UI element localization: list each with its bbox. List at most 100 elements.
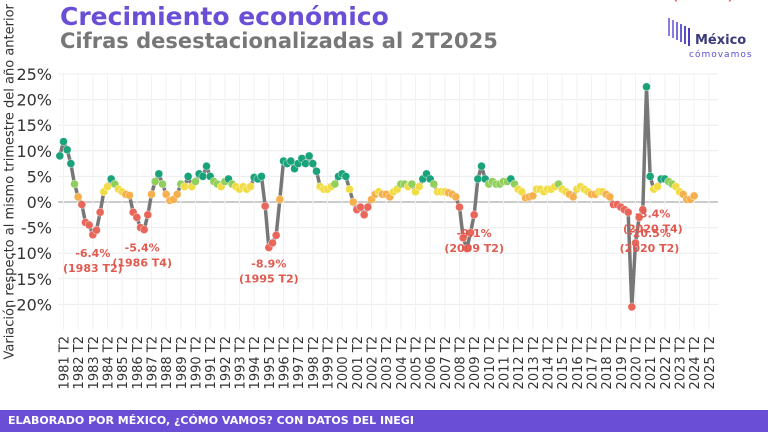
data-point bbox=[198, 172, 208, 181]
data-point bbox=[246, 182, 255, 191]
data-point bbox=[158, 179, 167, 189]
x-tick-label: 2008 T2 bbox=[454, 336, 469, 389]
x-tick-label: 2002 T2 bbox=[366, 336, 381, 389]
data-point bbox=[103, 182, 112, 191]
y-tick-label: -5% bbox=[21, 219, 52, 238]
data-point bbox=[132, 213, 142, 222]
data-point bbox=[275, 195, 285, 204]
x-tick-label: 1981 T2 bbox=[58, 336, 73, 389]
x-tick-label: 2007 T2 bbox=[439, 336, 454, 389]
y-tick-label: 10% bbox=[16, 142, 52, 161]
data-point bbox=[268, 238, 277, 248]
data-point bbox=[466, 228, 475, 237]
footer-bar: ELABORADO POR MÉXICO, ¿CÓMO VAMOS? CON D… bbox=[0, 410, 768, 432]
data-point bbox=[77, 200, 87, 209]
data-point bbox=[143, 210, 153, 220]
x-tick-label: 1995 T2 bbox=[263, 336, 278, 389]
y-tick-label: 15% bbox=[16, 116, 52, 135]
x-tick-label: 1997 T2 bbox=[292, 336, 307, 389]
x-tick-label: 2022 T2 bbox=[659, 336, 674, 389]
x-tick-label: 1985 T2 bbox=[116, 336, 131, 389]
annotation-period: (1995 T2) bbox=[239, 273, 299, 286]
x-tick-label: 1986 T2 bbox=[131, 336, 146, 389]
x-tick-label: 1999 T2 bbox=[322, 336, 337, 389]
data-point bbox=[92, 225, 101, 235]
x-tick-label: 2010 T2 bbox=[483, 336, 498, 389]
data-point bbox=[312, 167, 321, 176]
x-tick-label: 1993 T2 bbox=[234, 336, 249, 389]
x-tick-label: 2006 T2 bbox=[424, 336, 439, 389]
page-title: Crecimiento económico bbox=[60, 2, 389, 31]
x-tick-label: 2005 T2 bbox=[410, 336, 425, 389]
data-point bbox=[62, 145, 72, 154]
x-tick-label: 1982 T2 bbox=[72, 336, 87, 389]
logo-bars-icon bbox=[668, 18, 690, 46]
x-tick-label: 2018 T2 bbox=[600, 336, 615, 389]
data-point bbox=[407, 179, 417, 189]
x-tick-label: 1989 T2 bbox=[175, 336, 190, 389]
y-tick-label: 25% bbox=[16, 65, 52, 84]
data-point bbox=[150, 177, 160, 186]
data-point bbox=[66, 159, 76, 168]
data-point bbox=[191, 177, 200, 186]
annotation-period: (2025 T2) bbox=[673, 0, 733, 3]
x-tick-label: 1994 T2 bbox=[248, 336, 263, 389]
data-point bbox=[172, 190, 182, 199]
data-point bbox=[125, 191, 134, 200]
x-tick-label: 1983 T2 bbox=[87, 336, 102, 389]
x-tick-label: 2016 T2 bbox=[571, 336, 586, 389]
x-tick-label: 1991 T2 bbox=[204, 336, 219, 389]
data-point bbox=[147, 190, 156, 199]
data-point bbox=[260, 201, 270, 211]
annotation-value: -20.5% bbox=[628, 227, 671, 240]
data-point bbox=[623, 208, 633, 217]
data-point bbox=[638, 205, 648, 214]
y-tick-label: 5% bbox=[27, 167, 52, 186]
x-tick-label: 2020 T2 bbox=[630, 336, 645, 389]
x-tick-label: 2024 T2 bbox=[688, 336, 703, 389]
y-tick-label: 0% bbox=[27, 193, 52, 212]
data-point bbox=[451, 192, 461, 202]
x-tick-label: 2017 T2 bbox=[586, 336, 601, 389]
data-point bbox=[645, 172, 655, 181]
x-tick-label: 1990 T2 bbox=[190, 336, 205, 389]
x-tick-label: 1987 T2 bbox=[146, 336, 161, 389]
x-tick-label: 2025 T2 bbox=[703, 336, 718, 389]
annotation-period: (1986 T4) bbox=[112, 257, 172, 270]
data-point bbox=[473, 174, 483, 184]
data-point bbox=[363, 202, 373, 212]
data-point bbox=[304, 151, 314, 161]
data-point bbox=[73, 192, 83, 202]
y-tick-label: 20% bbox=[16, 91, 52, 110]
data-point bbox=[180, 182, 189, 191]
x-tick-label: 2011 T2 bbox=[498, 336, 513, 389]
data-point bbox=[202, 161, 211, 171]
x-tick-label: 2013 T2 bbox=[527, 336, 542, 389]
data-point bbox=[477, 161, 486, 171]
data-point bbox=[689, 191, 699, 201]
data-point bbox=[568, 192, 578, 202]
growth-line-chart: 25%20%15%10%5%0%-5%-10%-15%-20%1981 T2 19… bbox=[11, 0, 733, 389]
annotation-value: 1.2% bbox=[688, 0, 719, 3]
data-point bbox=[429, 179, 439, 189]
x-tick-label: 2012 T2 bbox=[512, 336, 527, 389]
data-point bbox=[634, 213, 644, 222]
x-tick-label: 2021 T2 bbox=[644, 336, 659, 389]
data-point bbox=[605, 192, 615, 202]
data-point bbox=[642, 82, 651, 92]
data-point bbox=[414, 182, 424, 191]
annotation-value: -8.9% bbox=[251, 258, 286, 271]
data-point bbox=[257, 172, 266, 181]
page-subtitle: Cifras desestacionalizadas al 2T2025 bbox=[60, 29, 498, 53]
data-point bbox=[359, 210, 369, 220]
annotation-value: -9.1% bbox=[457, 227, 492, 240]
x-tick-label: 2019 T2 bbox=[615, 336, 630, 389]
data-point bbox=[330, 179, 340, 189]
x-tick-label: 1988 T2 bbox=[160, 336, 175, 389]
annotation-value: -3.4% bbox=[635, 208, 670, 221]
annotation-value: -5.4% bbox=[125, 242, 160, 255]
x-tick-label: 2004 T2 bbox=[395, 336, 410, 389]
annotation-period: (2009 T2) bbox=[444, 242, 504, 255]
logo-tagline: cómovamos bbox=[689, 50, 753, 60]
y-tick-label: -15% bbox=[11, 270, 52, 289]
